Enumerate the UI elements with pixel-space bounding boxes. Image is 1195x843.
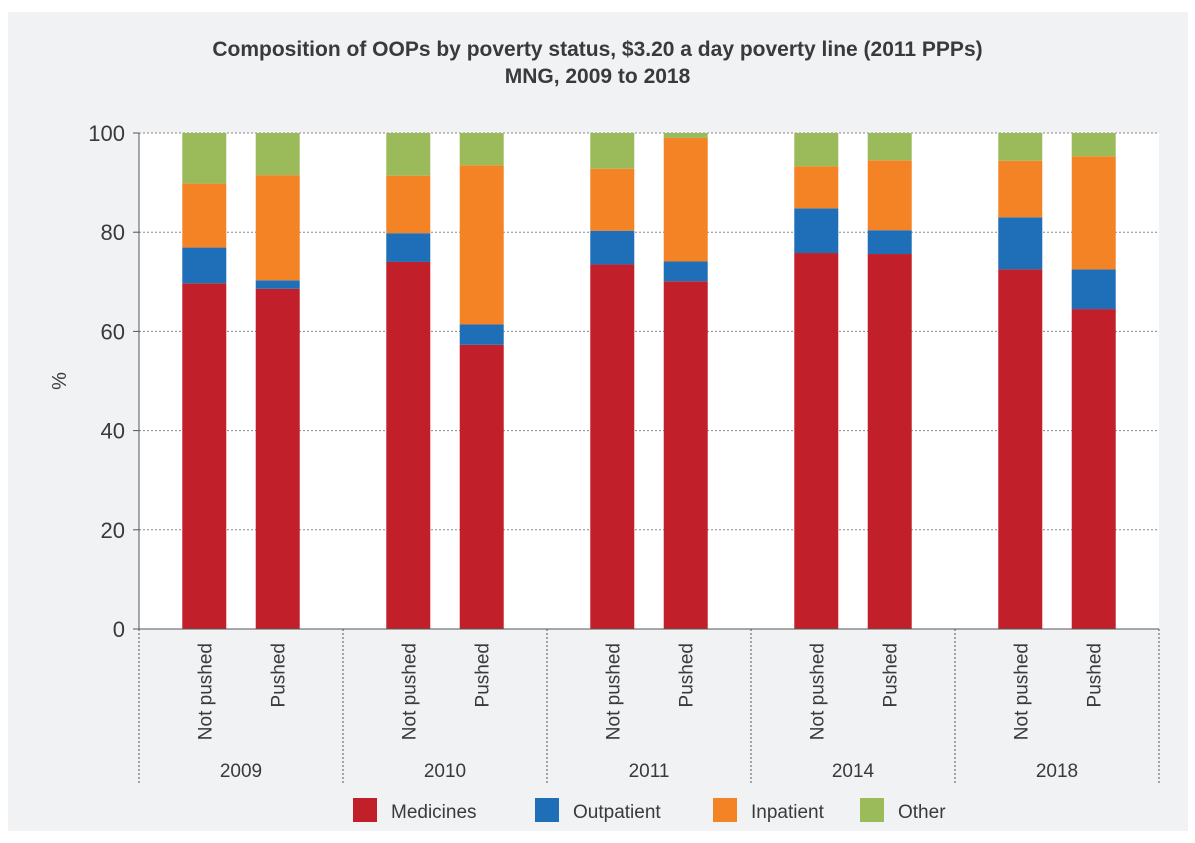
bar-segment-inpatient	[255, 175, 300, 281]
bar-segment-outpatient	[998, 217, 1043, 270]
bar-segment-other	[386, 133, 431, 176]
group-label: 2018	[1036, 761, 1078, 782]
y-tick-label: 80	[101, 220, 125, 245]
bar-segment-outpatient	[459, 324, 504, 345]
bar-segment-other	[182, 133, 227, 184]
bar-segment-medicines	[998, 269, 1043, 629]
x-tick-label: Not pushed	[1011, 643, 1032, 740]
chart-title: Composition of OOPs by poverty status, $…	[212, 38, 983, 61]
bar-segment-medicines	[794, 253, 839, 630]
bar-segment-other	[998, 133, 1043, 161]
chart-subtitle: MNG, 2009 to 2018	[504, 65, 691, 88]
x-tick-label: Pushed	[269, 643, 290, 707]
bar-segment-other	[255, 133, 300, 176]
bar-segment-inpatient	[998, 160, 1043, 218]
group-label: 2011	[629, 761, 670, 782]
bar-segment-outpatient	[386, 233, 431, 262]
bar-segment-outpatient	[867, 230, 912, 255]
bar-segment-medicines	[867, 254, 912, 630]
bar-segment-medicines	[590, 264, 635, 629]
bar-segment-other	[794, 133, 839, 167]
bar-segment-medicines	[386, 261, 431, 629]
x-tick-label: Pushed	[473, 643, 494, 707]
legend-swatch-other	[860, 798, 884, 822]
x-tick-label: Pushed	[1085, 643, 1106, 707]
bar-segment-outpatient	[590, 230, 635, 265]
legend-swatch-outpatient	[535, 798, 559, 822]
bar-segment-other	[1071, 133, 1116, 157]
x-tick-label: Not pushed	[399, 643, 420, 740]
y-tick-label: 0	[113, 617, 125, 642]
bar-segment-other	[590, 133, 635, 169]
y-tick-label: 20	[101, 518, 125, 543]
plot-area	[139, 133, 1159, 629]
legend-label-other: Other	[898, 802, 946, 823]
bar-segment-other	[867, 133, 912, 161]
bar-segment-inpatient	[182, 183, 227, 248]
bar-segment-medicines	[1071, 309, 1116, 629]
legend: Medicines Outpatient Inpatient Other	[353, 798, 946, 823]
bar-segment-other	[663, 133, 708, 138]
legend-swatch-medicines	[353, 798, 377, 822]
bar-segment-outpatient	[663, 261, 708, 282]
y-tick-label: 60	[101, 319, 125, 344]
bar-segment-inpatient	[663, 137, 708, 262]
bar-segment-outpatient	[1071, 269, 1116, 310]
group-label: 2010	[424, 761, 466, 782]
legend-label-outpatient: Outpatient	[573, 802, 661, 823]
bar-segment-inpatient	[794, 166, 839, 209]
bar-segment-outpatient	[182, 247, 227, 284]
group-label: 2014	[832, 761, 875, 782]
bar-segment-outpatient	[794, 208, 839, 254]
bar-segment-inpatient	[590, 168, 635, 231]
bar-segment-inpatient	[386, 175, 431, 234]
x-tick-label: Pushed	[677, 643, 698, 707]
bars	[182, 133, 1116, 630]
legend-swatch-inpatient	[713, 798, 737, 822]
legend-label-medicines: Medicines	[391, 802, 477, 823]
bar-segment-inpatient	[459, 165, 504, 325]
bar-segment-other	[459, 133, 504, 166]
bar-segment-inpatient	[1071, 156, 1116, 270]
x-tick-label: Not pushed	[807, 643, 828, 740]
x-tick-label: Not pushed	[195, 643, 216, 740]
grid-lines	[139, 132, 1159, 531]
bar-segment-medicines	[255, 288, 300, 629]
y-tick-label: 100	[88, 121, 125, 146]
y-axis-label: %	[49, 372, 71, 390]
bar-segment-medicines	[182, 283, 227, 629]
legend-label-inpatient: Inpatient	[751, 802, 825, 823]
x-tick-label: Pushed	[881, 643, 902, 707]
x-tick-label: Not pushed	[603, 643, 624, 740]
bar-segment-medicines	[459, 344, 504, 629]
bar-segment-outpatient	[255, 280, 300, 289]
bar-segment-inpatient	[867, 160, 912, 231]
group-label: 2009	[220, 761, 262, 782]
bar-segment-medicines	[663, 281, 708, 629]
y-tick-label: 40	[101, 419, 125, 444]
